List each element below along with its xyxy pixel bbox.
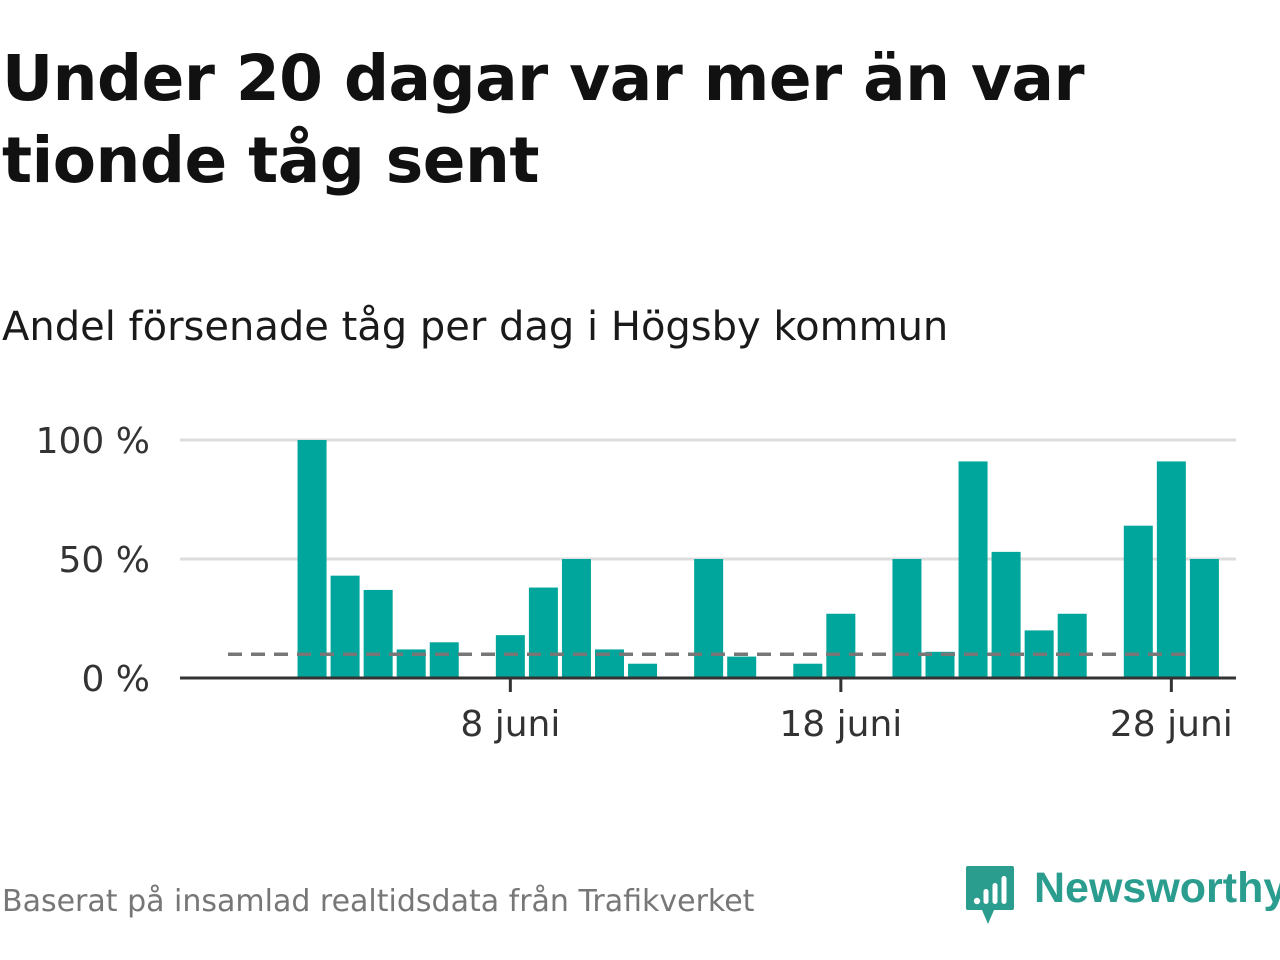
axes (180, 676, 1236, 692)
bar (727, 656, 757, 678)
bar (363, 589, 393, 678)
brand-name: Newsworthy (1034, 864, 1280, 912)
bar (1156, 461, 1186, 678)
newsworthy-logo-icon (966, 866, 1014, 924)
bar (528, 587, 558, 678)
brand-logo-group: Newsworthy (964, 864, 1280, 926)
chart-subtitle: Andel försenade tåg per dag i Högsby kom… (2, 304, 949, 350)
x-tick-label: 18 juni (779, 704, 902, 745)
bar (429, 642, 459, 678)
source-note: Baserat på insamlad realtidsdata från Tr… (2, 884, 755, 919)
gridlines (180, 438, 1236, 561)
bars (297, 440, 1219, 678)
y-tick-label: 50 % (59, 540, 150, 581)
bar (793, 663, 823, 678)
bar (958, 461, 988, 678)
bar (826, 613, 856, 678)
bar (1057, 613, 1087, 678)
bar (495, 635, 525, 678)
x-tick-label: 28 juni (1110, 704, 1233, 745)
tick-labels: 8 juni 18 juni 28 juni 0 % 50 % 100 % (36, 421, 1233, 745)
y-tick-label: 100 % (36, 421, 150, 462)
bar (330, 575, 360, 678)
bar (628, 663, 658, 678)
bar (892, 559, 922, 678)
chart-title: Under 20 dagar var mer än var tionde tåg… (2, 42, 1085, 197)
bar (991, 551, 1021, 678)
bar (1189, 559, 1219, 678)
x-tick-label: 8 juni (460, 704, 560, 745)
bar (694, 559, 724, 678)
bar-chart: 8 juni 18 juni 28 juni 0 % 50 % 100 % (36, 421, 1236, 745)
y-tick-label: 0 % (81, 659, 150, 700)
bar (561, 559, 591, 678)
bar (297, 440, 327, 678)
bar (925, 651, 955, 678)
